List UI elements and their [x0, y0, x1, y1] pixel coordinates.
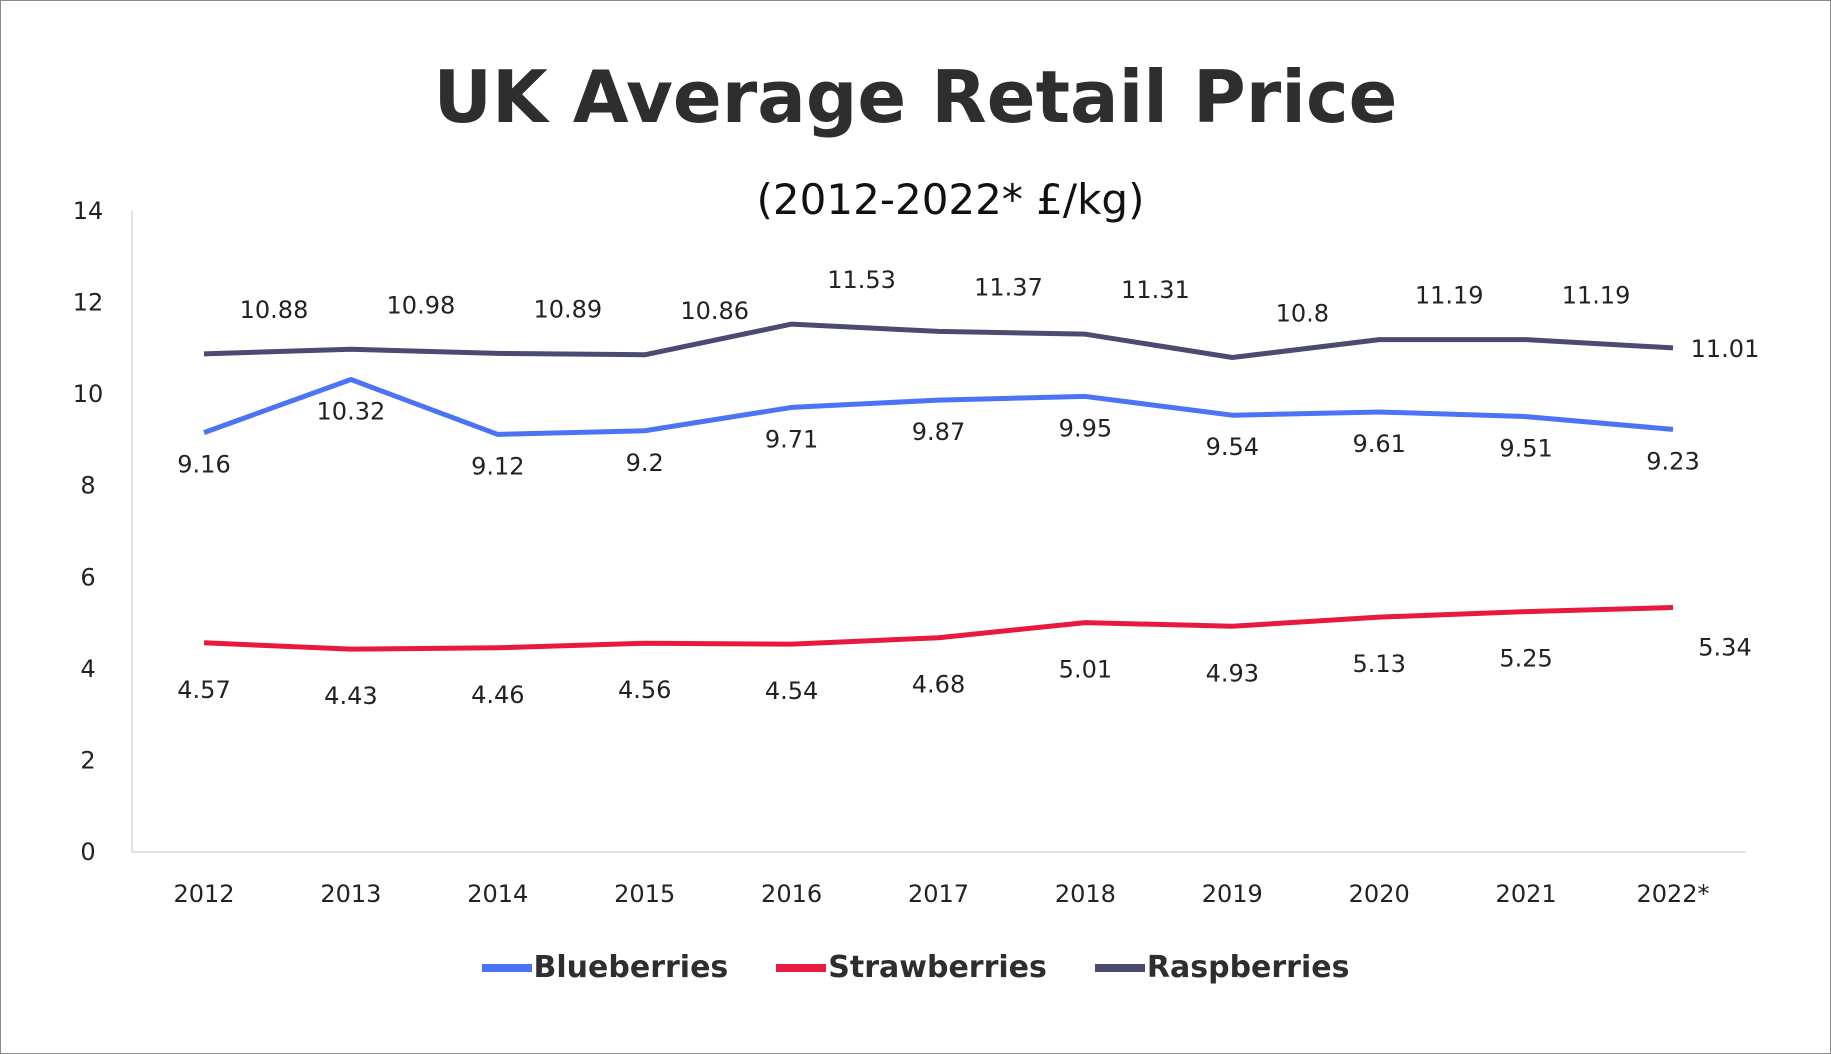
x-tick-label: 2019 [1202, 880, 1263, 908]
y-tick-label: 2 [80, 746, 95, 774]
strawberries-data-label: 5.25 [1499, 645, 1552, 673]
strawberries-data-label: 4.54 [765, 677, 818, 705]
x-tick-label: 2012 [173, 880, 234, 908]
raspberries-data-label: 11.19 [1415, 282, 1484, 310]
blueberries-data-label: 9.61 [1352, 430, 1405, 458]
strawberries-data-label: 4.57 [177, 676, 230, 704]
y-tick-label: 10 [73, 380, 104, 408]
raspberries-data-label: 11.53 [827, 266, 896, 294]
legend-item-blueberries: Blueberries [481, 950, 729, 985]
strawberries-data-label: 5.34 [1698, 634, 1751, 662]
legend-label: Raspberries [1146, 950, 1350, 985]
legend-swatch [1094, 963, 1145, 972]
blueberries-data-label: 9.23 [1646, 447, 1699, 475]
legend-label: Strawberries [828, 950, 1047, 985]
legend-item-strawberries: Strawberries [776, 950, 1047, 985]
legend-item-raspberries: Raspberries [1094, 950, 1350, 985]
strawberries-data-label: 5.01 [1059, 656, 1112, 684]
blueberries-data-label: 9.95 [1059, 414, 1112, 442]
raspberries-data-label: 11.37 [974, 273, 1043, 301]
legend-label: Blueberries [533, 950, 729, 985]
x-tick-label: 2018 [1055, 880, 1116, 908]
raspberries-data-label: 10.89 [533, 295, 602, 323]
y-tick-label: 8 [80, 472, 95, 500]
y-tick-label: 12 [73, 289, 104, 317]
y-tick-label: 6 [80, 563, 95, 591]
chart-subtitle: (2012-2022* £/kg) [756, 175, 1145, 224]
legend-swatch [776, 963, 827, 972]
y-tick-label: 4 [80, 655, 95, 683]
raspberries-line [203, 321, 1674, 361]
legend: Blueberries Strawberries Raspberries [0, 950, 1831, 985]
x-tick-label: 2020 [1349, 880, 1410, 908]
x-tick-label: 2021 [1496, 880, 1557, 908]
blueberries-data-label: 9.54 [1206, 433, 1259, 461]
blueberries-data-label: 9.71 [765, 425, 818, 453]
raspberries-data-label: 10.86 [680, 297, 749, 325]
y-tick-label: 14 [73, 197, 104, 225]
raspberries-data-label: 11.01 [1691, 335, 1760, 363]
x-tick-label: 2016 [761, 880, 822, 908]
blueberries-data-label: 9.87 [912, 418, 965, 446]
x-tick-label: 2022* [1636, 880, 1709, 908]
strawberries-data-label: 4.46 [471, 681, 524, 709]
x-tick-label: 2017 [908, 880, 969, 908]
strawberries-line [203, 605, 1674, 652]
raspberries-data-label: 10.88 [240, 296, 309, 324]
raspberries-data-label: 10.8 [1276, 300, 1329, 328]
chart-title: UK Average Retail Price [433, 55, 1398, 139]
y-tick-label: 0 [80, 838, 95, 866]
raspberries-data-label: 11.31 [1121, 276, 1190, 304]
blueberries-data-label: 9.16 [177, 451, 230, 479]
strawberries-data-label: 4.68 [912, 671, 965, 699]
blueberries-data-label: 9.2 [626, 449, 664, 477]
strawberries-data-label: 5.13 [1352, 650, 1405, 678]
blueberries-line [203, 376, 1674, 437]
blueberries-data-label: 9.12 [471, 452, 524, 480]
x-tick-label: 2015 [614, 880, 675, 908]
raspberries-data-label: 11.19 [1562, 282, 1631, 310]
raspberries-data-label: 10.98 [387, 291, 456, 319]
strawberries-data-label: 4.93 [1206, 659, 1259, 687]
legend-swatch [481, 963, 532, 972]
blueberries-data-label: 9.51 [1499, 435, 1552, 463]
blueberries-data-label: 10.32 [317, 397, 386, 425]
x-tick-label: 2014 [467, 880, 528, 908]
x-tick-label: 2013 [320, 880, 381, 908]
strawberries-data-label: 4.56 [618, 676, 671, 704]
strawberries-data-label: 4.43 [324, 682, 377, 710]
